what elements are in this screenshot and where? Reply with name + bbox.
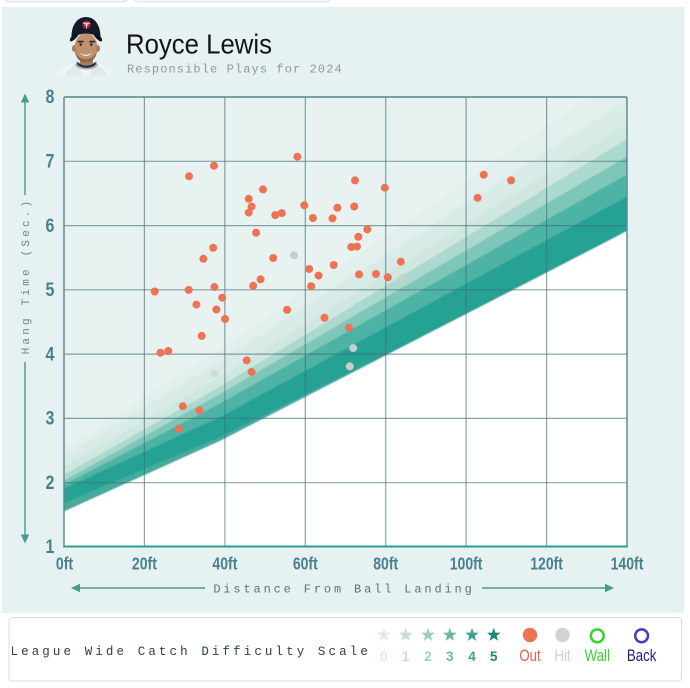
svg-text:8: 8 xyxy=(46,86,55,108)
svg-text:1: 1 xyxy=(46,536,55,558)
svg-text:Distance From Ball Landing: Distance From Ball Landing xyxy=(213,583,474,597)
svg-text:4: 4 xyxy=(468,649,476,664)
svg-text:80ft: 80ft xyxy=(373,554,398,574)
svg-text:2: 2 xyxy=(46,471,55,493)
svg-text:Royce Lewis: Royce Lewis xyxy=(126,29,272,60)
svg-text:6: 6 xyxy=(46,214,55,236)
svg-text:0ft: 0ft xyxy=(56,554,74,574)
svg-text:7: 7 xyxy=(46,150,55,172)
svg-text:5: 5 xyxy=(490,649,498,664)
svg-text:120ft: 120ft xyxy=(530,554,563,574)
svg-text:Responsible Plays for 2024: Responsible Plays for 2024 xyxy=(127,63,343,77)
svg-text:140ft: 140ft xyxy=(611,554,644,574)
svg-text:3: 3 xyxy=(446,649,454,664)
svg-text:60ft: 60ft xyxy=(293,554,318,574)
svg-text:2: 2 xyxy=(424,649,432,664)
svg-text:Hang Time (Sec.): Hang Time (Sec.) xyxy=(21,198,33,355)
svg-text:40ft: 40ft xyxy=(212,554,237,574)
svg-text:3: 3 xyxy=(46,407,55,429)
svg-text:1: 1 xyxy=(402,649,410,664)
svg-text:Out: Out xyxy=(519,647,541,666)
svg-text:Hit: Hit xyxy=(554,647,571,666)
svg-text:4: 4 xyxy=(46,343,55,365)
svg-text:20ft: 20ft xyxy=(132,554,157,574)
svg-text:0: 0 xyxy=(380,649,388,664)
svg-text:5: 5 xyxy=(46,279,55,301)
svg-text:100ft: 100ft xyxy=(450,554,483,574)
svg-text:Back: Back xyxy=(627,647,657,666)
svg-text:League Wide Catch Difficulty S: League Wide Catch Difficulty Scale xyxy=(11,645,371,659)
svg-text:Wall: Wall xyxy=(585,647,610,666)
